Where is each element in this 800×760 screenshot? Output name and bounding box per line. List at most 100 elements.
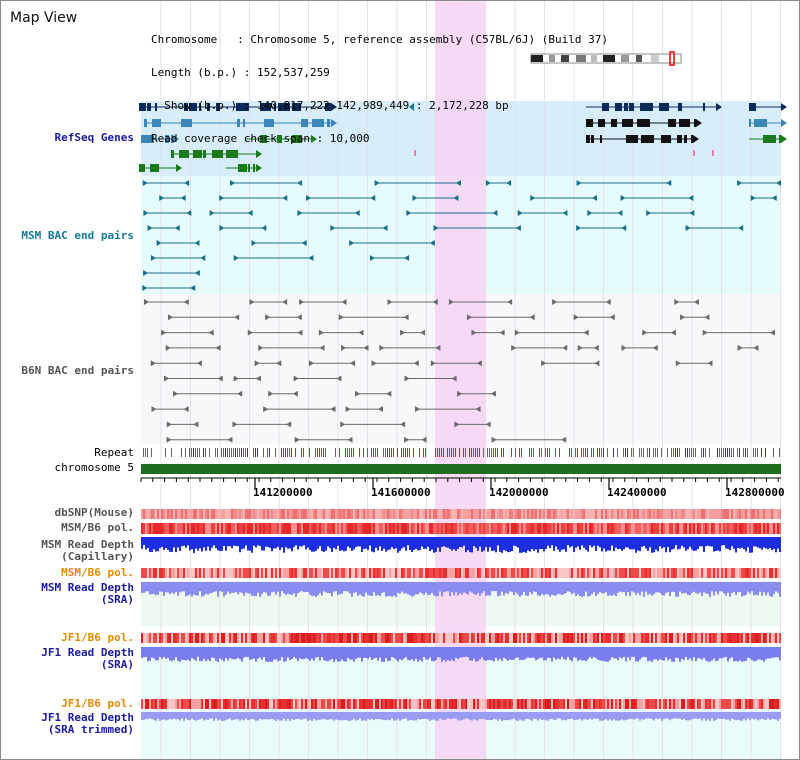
- read-depth-bar: [193, 537, 195, 553]
- polymorphism-cell: [561, 509, 563, 519]
- polymorphism-cell: [453, 633, 455, 643]
- polymorphism-cell: [237, 633, 239, 643]
- read-depth-bar: [231, 647, 233, 659]
- read-depth-bar: [695, 582, 697, 594]
- gene-exon: [637, 119, 650, 127]
- polymorphism-cell: [231, 568, 233, 578]
- read-depth-bar: [361, 647, 363, 662]
- read-depth-bar: [667, 582, 669, 593]
- repeat-mark: [325, 448, 326, 457]
- polymorphism-cell: [531, 568, 533, 578]
- polymorphism-cell: [271, 509, 273, 519]
- polymorphism-cell: [715, 699, 717, 709]
- gene-exon: [626, 135, 638, 143]
- polymorphism-cell: [321, 568, 323, 578]
- polymorphism-cell: [557, 523, 559, 534]
- read-depth-bar: [473, 647, 475, 659]
- polymorphism-cell: [185, 509, 187, 519]
- repeat-mark: [419, 448, 420, 457]
- read-depth-bar: [691, 712, 693, 720]
- read-depth-bar: [649, 712, 651, 719]
- polymorphism-cell: [573, 568, 575, 578]
- gene-exon: [171, 135, 173, 143]
- polymorphism-cell: [269, 523, 271, 534]
- read-depth-bar: [583, 537, 585, 548]
- polymorphism-cell: [437, 523, 439, 534]
- polymorphism-cell: [469, 523, 471, 534]
- repeat-mark: [733, 448, 734, 457]
- polymorphism-cell: [375, 509, 377, 519]
- polymorphism-cell: [767, 509, 769, 519]
- polymorphism-cell: [183, 523, 185, 534]
- bac-end-marker: [404, 436, 410, 443]
- polymorphism-cell: [181, 509, 183, 519]
- gene-exon: [278, 103, 290, 111]
- polymorphism-cell: [479, 633, 481, 643]
- polymorphism-cell: [765, 699, 767, 709]
- polymorphism-cell: [525, 699, 527, 709]
- read-depth-bar: [461, 537, 463, 548]
- polymorphism-cell: [577, 568, 579, 578]
- read-depth-bar: [591, 537, 593, 548]
- track-label-msm-bac[interactable]: MSM BAC end pairs: [21, 229, 134, 242]
- read-depth-bar: [749, 582, 751, 594]
- polymorphism-cell: [257, 633, 259, 643]
- read-depth-bar: [273, 582, 275, 592]
- read-depth-bar: [743, 582, 745, 596]
- read-depth-bar: [553, 712, 555, 720]
- polymorphism-cell: [723, 523, 725, 534]
- polymorphism-cell: [255, 633, 257, 643]
- info-show-range: Show (b.p.) : 140,817,222-142,989,449 : …: [151, 99, 509, 112]
- polymorphism-cell: [523, 633, 525, 643]
- read-depth-bar: [777, 712, 779, 721]
- read-depth-bar: [751, 537, 753, 553]
- read-depth-bar: [303, 712, 305, 719]
- gene-exon: [155, 103, 157, 111]
- bac-end-marker: [771, 195, 777, 201]
- read-depth-bar: [321, 647, 323, 658]
- polymorphism-cell: [705, 523, 707, 534]
- polymorphism-cell: [177, 568, 179, 578]
- read-depth-bar: [639, 712, 641, 721]
- polymorphism-cell: [553, 633, 555, 643]
- read-depth-bar: [149, 537, 151, 552]
- repeat-mark: [655, 448, 656, 457]
- read-depth-bar: [657, 712, 659, 720]
- read-depth-bar: [267, 647, 269, 662]
- polymorphism-cell: [187, 568, 189, 578]
- gene-exon: [274, 103, 276, 111]
- polymorphism-cell: [613, 509, 615, 519]
- read-depth-bar: [773, 582, 775, 595]
- read-depth-bar: [451, 582, 453, 592]
- track-label-b6n-bac[interactable]: B6N BAC end pairs: [21, 364, 134, 377]
- read-depth-bar: [499, 537, 501, 552]
- read-depth-bar: [171, 582, 173, 593]
- read-depth-bar: [441, 537, 443, 548]
- read-depth-bar: [609, 537, 611, 551]
- polymorphism-cell: [757, 568, 759, 578]
- read-depth-bar: [269, 582, 271, 596]
- polymorphism-cell: [747, 523, 749, 534]
- polymorphism-cell: [157, 699, 159, 709]
- read-depth-bar: [633, 712, 635, 720]
- read-depth-bar: [155, 582, 157, 596]
- polymorphism-cell: [593, 509, 595, 519]
- read-depth-bar: [731, 582, 733, 594]
- read-depth-bar: [345, 712, 347, 720]
- read-depth-bar: [477, 582, 479, 593]
- polymorphism-cell: [185, 568, 187, 578]
- polymorphism-cell: [755, 509, 757, 519]
- read-depth-bar: [513, 537, 515, 546]
- polymorphism-cell: [291, 699, 293, 709]
- polymorphism-cell: [521, 633, 523, 643]
- read-depth-bar: [577, 712, 579, 720]
- polymorphism-cell: [679, 633, 681, 643]
- polymorphism-cell: [235, 523, 237, 534]
- read-depth-bar: [421, 537, 423, 547]
- track-label-refseq-genes[interactable]: RefSeq Genes: [54, 131, 134, 144]
- polymorphism-cell: [385, 523, 387, 534]
- polymorphism-cell: [221, 699, 223, 709]
- polymorphism-cell: [751, 509, 753, 519]
- polymorphism-cell: [689, 633, 691, 643]
